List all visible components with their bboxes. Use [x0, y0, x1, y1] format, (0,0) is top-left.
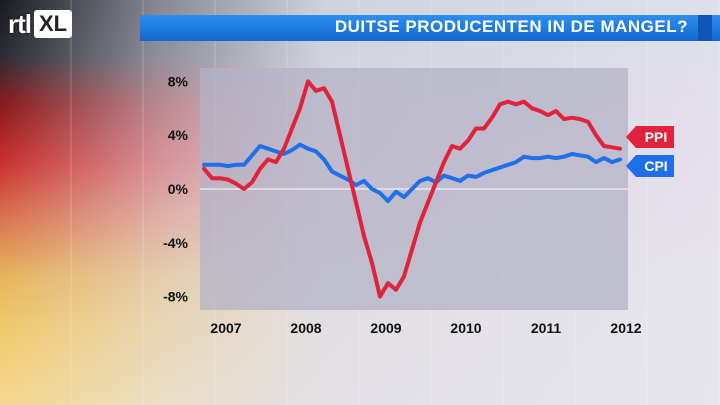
y-tick-label: 4%	[168, 127, 189, 143]
x-tick-label: 2008	[290, 320, 321, 336]
y-tick-label: 8%	[168, 73, 189, 89]
x-tick-label: 2009	[370, 320, 401, 336]
y-tick-label: -4%	[163, 235, 188, 251]
series-line-ppi	[202, 79, 622, 299]
series-tag-label: CPI	[644, 158, 667, 174]
x-tick-label: 2010	[450, 320, 481, 336]
rtl-xl-logo: rtl XL	[8, 8, 73, 39]
x-tick-label: 2011	[531, 320, 562, 336]
y-tick-label: 0%	[168, 181, 189, 197]
series-tag-label: PPI	[645, 129, 668, 145]
chart-title: DUITSE PRODUCENTEN IN DE MANGEL?	[334, 17, 688, 36]
x-tick-label: 2007	[210, 320, 241, 336]
series-tag-ppi	[626, 126, 674, 148]
y-tick-label: -8%	[163, 289, 188, 305]
series-line-cpi	[202, 142, 622, 204]
title-bar-accent	[698, 15, 712, 41]
title-bar: DUITSE PRODUCENTEN IN DE MANGEL?	[140, 15, 720, 41]
series-tag-cpi	[626, 155, 674, 177]
logo-rtl-text: rtl	[8, 8, 32, 39]
logo-xl-text: XL	[34, 10, 73, 38]
x-tick-label: 2012	[610, 320, 641, 336]
